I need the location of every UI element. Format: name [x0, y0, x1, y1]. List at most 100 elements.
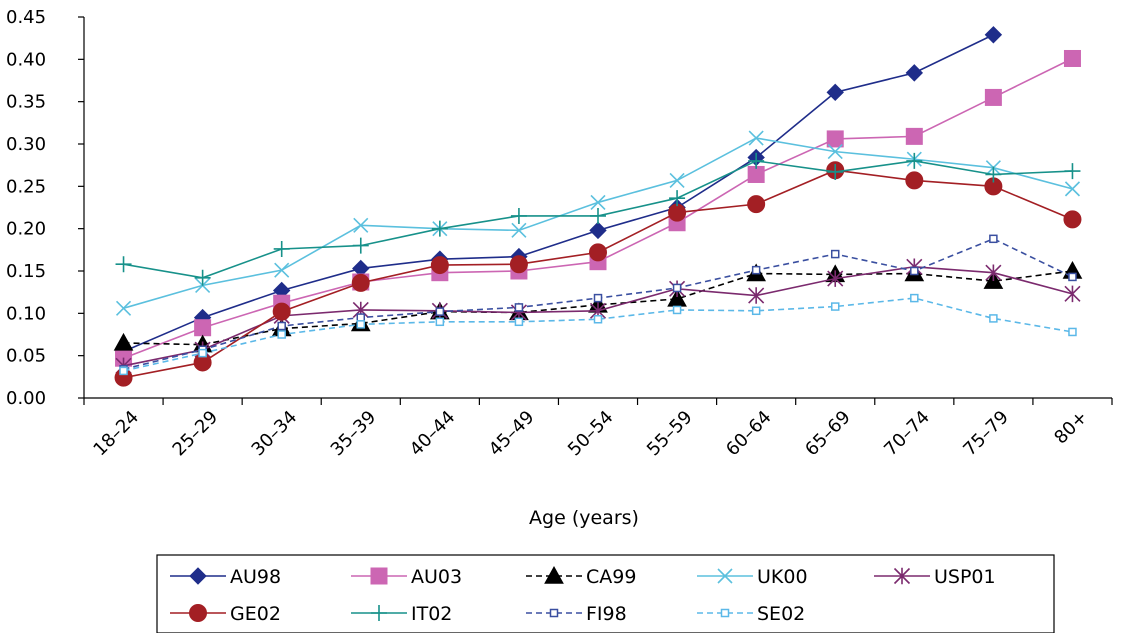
data-point-it02 — [510, 207, 527, 224]
data-point-ge02 — [351, 273, 370, 292]
data-point-se02 — [1068, 327, 1077, 337]
legend-item-uk00: UK00 — [697, 566, 808, 588]
data-point-fi98 — [751, 265, 761, 275]
legend-marker — [893, 567, 911, 585]
data-point-se02 — [435, 317, 445, 327]
y-tick-label: 0.15 — [6, 261, 46, 282]
data-point-au98 — [826, 83, 844, 102]
data-point-ge02 — [668, 203, 687, 222]
x-tick-label: 50–54 — [564, 407, 618, 461]
legend-marker — [720, 608, 730, 618]
x-tick-label: 75–79 — [959, 407, 1013, 461]
data-point-ge02 — [1063, 210, 1082, 229]
y-tick-label: 0.30 — [6, 134, 46, 155]
data-point-ca99 — [113, 332, 134, 351]
y-tick-label: 0.00 — [6, 388, 46, 409]
data-point-it02 — [352, 237, 369, 254]
data-point-it02 — [273, 240, 290, 257]
data-point-se02 — [989, 314, 998, 323]
data-point-uk00 — [274, 262, 290, 278]
series-au98 — [114, 26, 1003, 361]
data-point-se02 — [830, 302, 840, 311]
legend-item-it02: IT02 — [351, 603, 452, 625]
legend-item-se02: SE02 — [697, 603, 805, 625]
legend-item-ge02: GE02 — [170, 603, 281, 625]
data-point-ge02 — [589, 243, 607, 262]
x-tick-label: 18–24 — [89, 407, 143, 461]
x-tick-label: 35–39 — [327, 407, 381, 461]
series-se02 — [119, 293, 1077, 376]
data-point-fi98 — [989, 234, 998, 244]
data-point-se02 — [277, 330, 286, 339]
legend-label: GE02 — [230, 603, 281, 625]
legend-label: IT02 — [411, 603, 452, 625]
legend: AU98 AU03 CA99 UK00 USP01 GE02 IT02 FI98 SE02 — [156, 554, 1055, 633]
data-point-ge02 — [747, 195, 766, 214]
series-ge02 — [114, 161, 1082, 387]
data-point-usp01 — [985, 264, 1002, 281]
data-point-uk00 — [115, 300, 132, 316]
legend-marker — [549, 608, 559, 618]
data-point-it02 — [1064, 163, 1081, 180]
data-point-usp01 — [1064, 285, 1081, 303]
data-point-se02 — [198, 348, 207, 358]
data-point-uk00 — [353, 217, 369, 233]
data-point-se02 — [119, 366, 128, 376]
data-point-au03 — [1063, 49, 1081, 67]
data-point-fi98 — [830, 249, 840, 259]
data-point-it02 — [431, 220, 448, 237]
legend-marker — [370, 567, 388, 585]
x-tick-label: 70–74 — [880, 407, 934, 461]
legend-label: AU03 — [411, 566, 462, 588]
x-tick-label: 60–64 — [722, 407, 776, 461]
data-point-uk00 — [669, 172, 685, 188]
data-point-au98 — [589, 221, 607, 240]
legend-marker — [371, 605, 387, 621]
data-point-fi98 — [1068, 272, 1077, 282]
data-point-au03 — [826, 130, 844, 148]
y-tick-label: 0.40 — [6, 49, 46, 70]
data-point-uk00 — [590, 194, 606, 210]
data-point-au98 — [984, 26, 1003, 44]
axes: 0.00 0.05 0.10 0.15 0.20 0.25 0.30 0.35 0.40 0.45… — [6, 7, 1113, 461]
legend-item-fi98: FI98 — [526, 603, 627, 625]
data-point-au03 — [984, 88, 1002, 106]
y-tick-label: 0.10 — [6, 303, 46, 324]
x-tick-label: 30–34 — [248, 407, 302, 461]
legend-item-au03: AU03 — [351, 566, 462, 588]
data-point-fi98 — [356, 313, 366, 322]
data-point-fi98 — [910, 266, 919, 276]
y-tick-label: 0.20 — [6, 219, 46, 240]
data-point-usp01 — [748, 287, 765, 304]
legend-item-usp01: USP01 — [874, 566, 996, 588]
data-point-se02 — [593, 315, 603, 324]
x-axis-title: Age (years) — [529, 507, 639, 529]
data-point-se02 — [910, 293, 919, 303]
legend-marker — [189, 567, 207, 585]
legend-label: FI98 — [586, 603, 627, 625]
data-point-ge02 — [509, 255, 528, 274]
data-point-se02 — [751, 306, 761, 316]
legend-item-ca99: CA99 — [526, 565, 636, 588]
data-point-uk00 — [748, 130, 764, 146]
legend-label: USP01 — [934, 566, 996, 588]
data-point-it02 — [669, 190, 686, 207]
legend-marker — [544, 565, 564, 584]
data-point-ge02 — [272, 302, 291, 321]
data-point-it02 — [827, 163, 844, 180]
data-point-ge02 — [430, 256, 449, 275]
data-point-uk00 — [827, 144, 843, 160]
data-point-au03 — [194, 319, 212, 337]
x-tick-label: 40–44 — [406, 407, 460, 461]
data-point-se02 — [356, 320, 366, 329]
data-point-se02 — [672, 305, 682, 315]
data-point-fi98 — [277, 321, 286, 331]
data-point-fi98 — [672, 283, 682, 293]
data-point-au98 — [905, 64, 924, 82]
x-tick-label: 80+ — [1050, 407, 1092, 449]
data-point-it02 — [906, 152, 923, 169]
y-tick-label: 0.45 — [6, 7, 46, 28]
data-point-ge02 — [905, 171, 924, 190]
series-it02 — [115, 152, 1081, 286]
